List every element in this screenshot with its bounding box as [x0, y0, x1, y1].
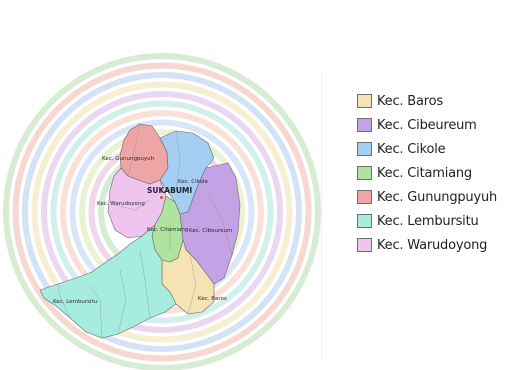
legend-item: Kec. Cikole: [357, 137, 497, 161]
legend-label: Kec. Warudoyong: [377, 237, 488, 253]
legend-swatch: [357, 142, 372, 156]
label-cibeureum: Kec. Cibeureum: [189, 228, 232, 234]
legend-label: Kec. Baros: [377, 93, 443, 109]
districts-layer: [39, 123, 241, 339]
legend-item: Kec. Cibeureum: [357, 113, 497, 137]
legend-swatch: [357, 166, 372, 180]
legend-label: Kec. Lembursitu: [377, 213, 479, 229]
label-citamiang: Kec. Citamiang: [147, 227, 188, 233]
legend-item: Kec. Gunungpuyuh: [357, 185, 497, 209]
buffer-ring: [31, 81, 293, 343]
city-label: SUKABUMI: [147, 186, 192, 195]
legend-item: Kec. Lembursitu: [357, 209, 497, 233]
legend-swatch: [357, 238, 372, 252]
buffer-ring: [41, 91, 283, 333]
map: Kec. Gunungpuyuh Kec. Cikole Kec. Warudo…: [3, 53, 321, 370]
legend-item: Kec. Citamiang: [357, 161, 497, 185]
label-lembursitu: Kec. Lembursitu: [53, 299, 97, 305]
map-legend: Kec. Baros Kec. Cibeureum Kec. Cikole Kec. …: [357, 89, 497, 257]
label-warudoyong: Kec. Warudoyong: [97, 201, 145, 207]
legend-swatch: [357, 190, 372, 204]
district-labels: Kec. Gunungpuyuh Kec. Cikole Kec. Warudo…: [53, 156, 232, 305]
city-marker: [159, 195, 164, 200]
label-gunungpuyuh: Kec. Gunungpuyuh: [102, 156, 155, 162]
legend-swatch: [357, 94, 372, 108]
legend-swatch: [357, 214, 372, 228]
legend-swatch: [357, 118, 372, 132]
buffer-ring: [22, 72, 302, 352]
legend-label: Kec. Gunungpuyuh: [377, 189, 498, 205]
label-cikole: Kec. Cikole: [178, 179, 208, 185]
legend-item: Kec. Baros: [357, 89, 497, 113]
buffer-ring: [50, 100, 274, 324]
legend-label: Kec. Cikole: [377, 141, 446, 157]
legend-item: Kec. Warudoyong: [357, 233, 497, 257]
panel-divider: [321, 70, 322, 360]
buffer-ring: [12, 62, 312, 362]
buffer-ring: [3, 53, 321, 370]
legend-label: Kec. Citamiang: [377, 165, 472, 181]
legend-label: Kec. Cibeureum: [377, 117, 477, 133]
label-baros: Kec. Baros: [198, 296, 227, 302]
